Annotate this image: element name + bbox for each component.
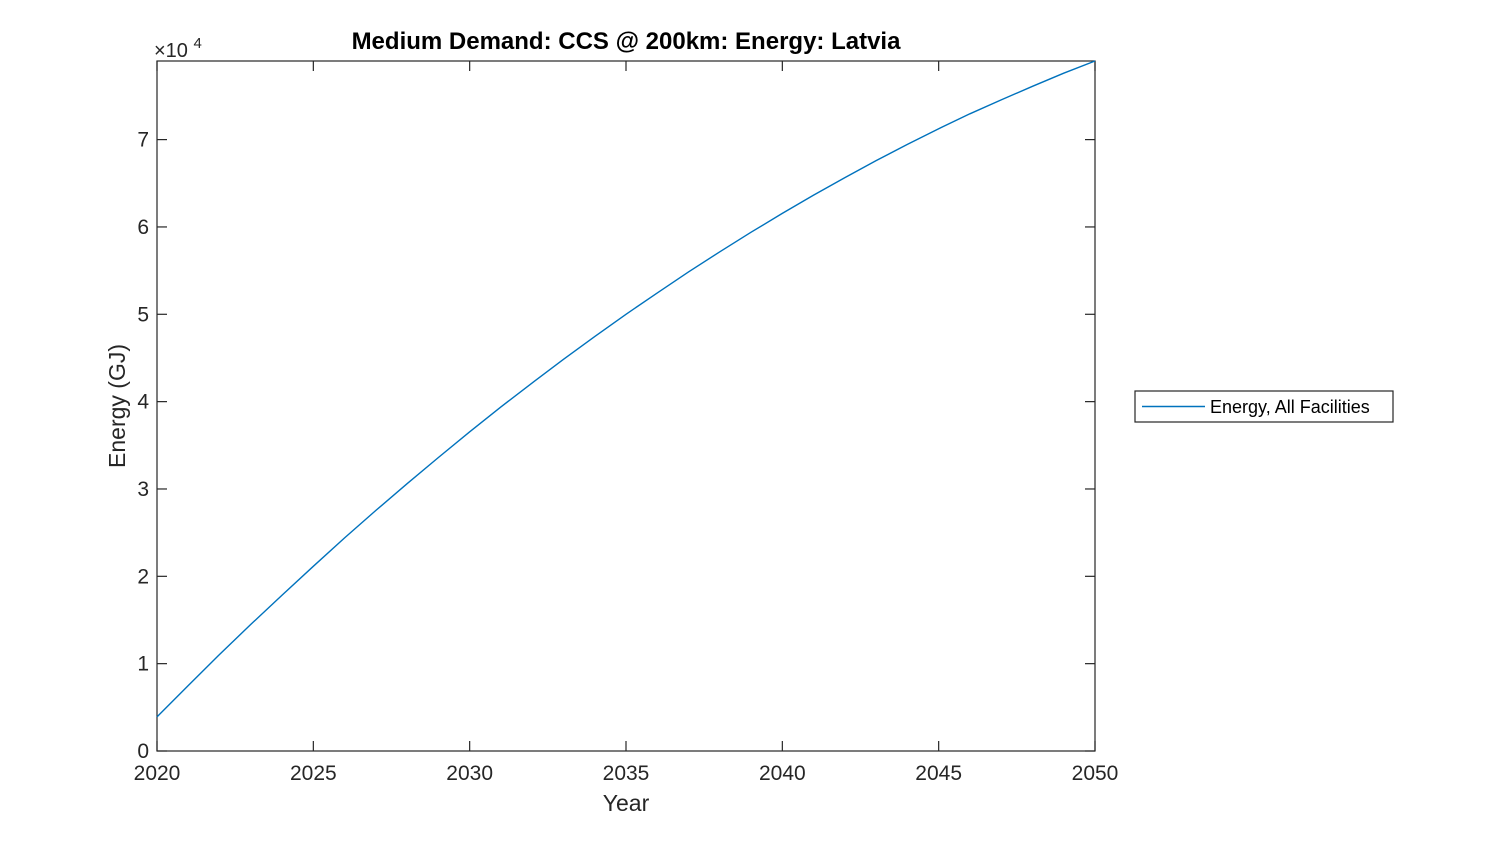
x-tick-label: 2045 (915, 762, 962, 785)
legend[interactable]: Energy, All Facilities (1134, 390, 1394, 423)
x-tick-label: 2040 (759, 762, 806, 785)
x-axis-label: Year (603, 790, 650, 816)
x-tick-label: 2030 (446, 762, 493, 785)
series-line-energy (156, 60, 1096, 718)
y-tick-label: 1 (137, 653, 149, 676)
y-tick-label: 5 (137, 303, 149, 326)
y-tick-label: 7 (137, 129, 149, 152)
y-tick-label: 0 (137, 740, 149, 763)
plot-area (156, 60, 1096, 752)
chart-title: Medium Demand: CCS @ 200km: Energy: Latv… (352, 28, 902, 55)
x-tick-label: 2035 (603, 762, 650, 785)
y-tick-label: 2 (137, 565, 149, 588)
y-axis-exponent-base: ×10 (154, 40, 188, 62)
y-axis-exponent-power: 4 (194, 35, 202, 52)
x-tick-label: 2025 (290, 762, 337, 785)
legend-label: Energy, All Facilities (1210, 397, 1370, 417)
y-tick-label: 6 (137, 216, 149, 239)
y-axis-exponent: ×10 4 (154, 35, 202, 62)
y-tick-label: 4 (137, 391, 149, 414)
x-tick-label: 2050 (1072, 762, 1119, 785)
tick-marks-group (156, 61, 1096, 752)
tick-labels-group: 2020 2025 2030 2035 2040 2045 2050 0 1 2 3 4 5 6 7 (134, 129, 1119, 785)
y-axis-label: Energy (GJ) (104, 344, 130, 468)
x-tick-label: 2020 (134, 762, 181, 785)
y-tick-label: 3 (137, 478, 149, 501)
